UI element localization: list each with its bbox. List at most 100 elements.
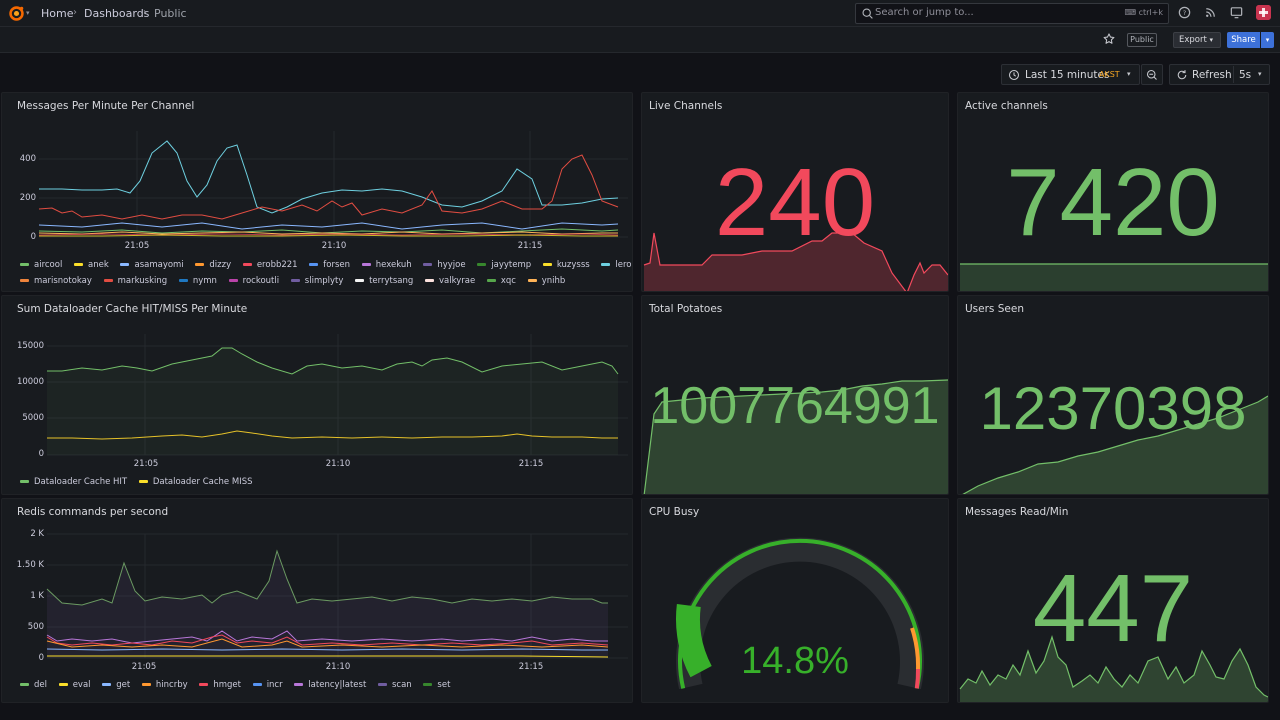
x-axis-tick: 21:10 xyxy=(325,662,351,672)
y-axis-tick: 500 xyxy=(27,622,44,632)
legend-item[interactable]: markusking xyxy=(103,276,167,286)
legend-item[interactable]: asamayomi xyxy=(120,260,184,270)
search-shortcut: ⌨ ctrl+k xyxy=(1124,8,1163,17)
live-channels-sparkline-line xyxy=(643,232,948,291)
users-seen-sparkline xyxy=(962,395,1268,494)
clock-icon xyxy=(1008,69,1020,81)
chevron-down-icon: ▾ xyxy=(1258,70,1262,78)
y-axis-tick: 15000 xyxy=(16,341,44,351)
rss-icon[interactable] xyxy=(1203,5,1218,20)
zoom-out-button[interactable] xyxy=(1141,64,1163,85)
search-icon xyxy=(862,8,873,19)
legend-item[interactable]: latency|latest xyxy=(294,680,366,690)
legend-item[interactable]: anek xyxy=(74,260,109,270)
series-line-set xyxy=(46,549,608,606)
x-axis-tick: 21:05 xyxy=(124,241,150,251)
stat-value: 1007764991 xyxy=(650,377,940,435)
gauge-value-arc xyxy=(676,604,712,678)
y-axis-tick: 2 K xyxy=(30,529,44,539)
svg-text:?: ? xyxy=(1183,9,1187,17)
grafana-logo-icon[interactable] xyxy=(8,5,25,22)
legend-item[interactable]: eval xyxy=(58,680,91,690)
series-line-dataloader-cache-miss xyxy=(47,430,618,440)
zoom-out-icon xyxy=(1146,69,1157,80)
series-line-dataloader-cache-hit xyxy=(47,347,619,375)
legend-item[interactable]: forsen xyxy=(309,260,350,270)
legend-row-2: marisnotokay markusking nymn rockoutli s… xyxy=(20,275,620,286)
series-line-aircool xyxy=(38,228,619,234)
time-range-label: Last 15 minutes xyxy=(1025,69,1110,81)
y-axis-tick: 1 K xyxy=(30,591,44,601)
y-axis-tick: 0 xyxy=(30,232,36,242)
series-line-valkyrae xyxy=(39,234,618,237)
panel-title: Active channels xyxy=(965,100,1048,112)
legend-item[interactable]: Dataloader Cache MISS xyxy=(138,477,252,487)
help-icon[interactable]: ? xyxy=(1177,5,1192,20)
panel-cpu-busy: CPU Busy 14.8% xyxy=(641,498,949,703)
chevron-down-icon: ▾ xyxy=(1209,36,1214,44)
search-input[interactable]: Search or jump to... ⌨ ctrl+k xyxy=(855,3,1169,24)
legend-row-1: aircool anek asamayomi dizzy erobb221 fo… xyxy=(20,259,632,270)
series-line-asamayomi xyxy=(38,222,619,230)
legend-item[interactable]: scan xyxy=(378,680,412,690)
refresh-interval[interactable]: 5s xyxy=(1239,69,1252,81)
breadcrumb-home[interactable]: Home xyxy=(41,7,74,20)
chevron-down-icon[interactable]: ▾ xyxy=(26,9,30,17)
legend-item[interactable]: hmget xyxy=(199,680,241,690)
legend-item[interactable]: incr xyxy=(252,680,283,690)
series-line-hmget xyxy=(46,634,609,646)
legend-item[interactable]: nymn xyxy=(178,276,217,286)
series-line-lerokes xyxy=(39,140,619,214)
share-button[interactable]: Share xyxy=(1227,32,1260,48)
panel-messages-read: Messages Read/Min 447 xyxy=(957,498,1269,703)
panel-active-channels: Active channels 7420 xyxy=(957,92,1269,292)
refresh-button[interactable]: Refresh 5s ▾ xyxy=(1169,64,1270,85)
time-range-picker[interactable]: Last 15 minutes AKST ▾ xyxy=(1001,64,1140,85)
legend-item[interactable]: erobb221 xyxy=(242,260,298,270)
legend-item[interactable]: lerokes xyxy=(601,260,632,270)
legend-item[interactable]: jayytemp xyxy=(477,260,531,270)
legend-item[interactable]: kuzysss xyxy=(542,260,590,270)
legend-item[interactable]: Dataloader Cache HIT xyxy=(20,477,127,487)
legend-item[interactable]: marisnotokay xyxy=(20,276,92,286)
dataloader-line-chart xyxy=(47,334,628,456)
stat-value: 7420 xyxy=(1006,149,1220,256)
gauge-threshold-red xyxy=(914,668,921,689)
panel-title: CPU Busy xyxy=(649,506,700,518)
legend-item[interactable]: hexekuh xyxy=(361,260,412,270)
legend-item[interactable]: get xyxy=(102,680,130,690)
legend-item[interactable]: hyyjoe xyxy=(423,260,466,270)
stat-value: 447 xyxy=(1032,555,1194,662)
x-axis-tick: 21:10 xyxy=(321,241,347,251)
star-icon[interactable] xyxy=(1102,32,1116,46)
user-avatar[interactable] xyxy=(1256,5,1271,20)
series-line-latency-latest xyxy=(46,630,608,644)
legend-item[interactable]: dizzy xyxy=(195,260,231,270)
monitor-icon[interactable] xyxy=(1229,5,1244,20)
legend-item[interactable]: del xyxy=(20,680,47,690)
y-axis-tick: 200 xyxy=(19,193,36,203)
breadcrumb-dashboards[interactable]: Dashboards xyxy=(84,7,150,20)
panel-title: Total Potatoes xyxy=(649,303,723,315)
export-button[interactable]: Export ▾ xyxy=(1173,32,1221,48)
share-options-chevron-icon[interactable]: ▾ xyxy=(1261,32,1274,48)
legend-item[interactable]: ynihb xyxy=(527,276,565,286)
panel-live-channels: Live Channels 240 xyxy=(641,92,949,292)
gauge-value-text: 14.8% xyxy=(741,640,849,682)
public-badge: Public xyxy=(1127,33,1157,47)
search-placeholder: Search or jump to... xyxy=(875,7,974,18)
panel-redis-commands: Redis commands per second 2 K 1.50 K 1 K… xyxy=(1,498,633,703)
legend-item[interactable]: aircool xyxy=(20,260,62,270)
legend-item[interactable]: terrytsang xyxy=(355,276,413,286)
series-line-xqc xyxy=(38,233,619,236)
legend-item[interactable]: rockoutli xyxy=(228,276,279,286)
panel-users-seen: Users Seen 12370398 xyxy=(957,295,1269,495)
panel-messages-per-minute: Messages Per Minute Per Channel 400 200 … xyxy=(1,92,633,292)
legend-item[interactable]: xqc xyxy=(486,276,516,286)
legend-item[interactable]: hincrby xyxy=(141,680,188,690)
legend-item[interactable]: slimplyty xyxy=(290,276,343,286)
messages-line-chart xyxy=(38,131,628,238)
series-line-erobb221 xyxy=(38,154,619,220)
legend-item[interactable]: valkyrae xyxy=(424,276,475,286)
legend-item[interactable]: set xyxy=(423,680,450,690)
